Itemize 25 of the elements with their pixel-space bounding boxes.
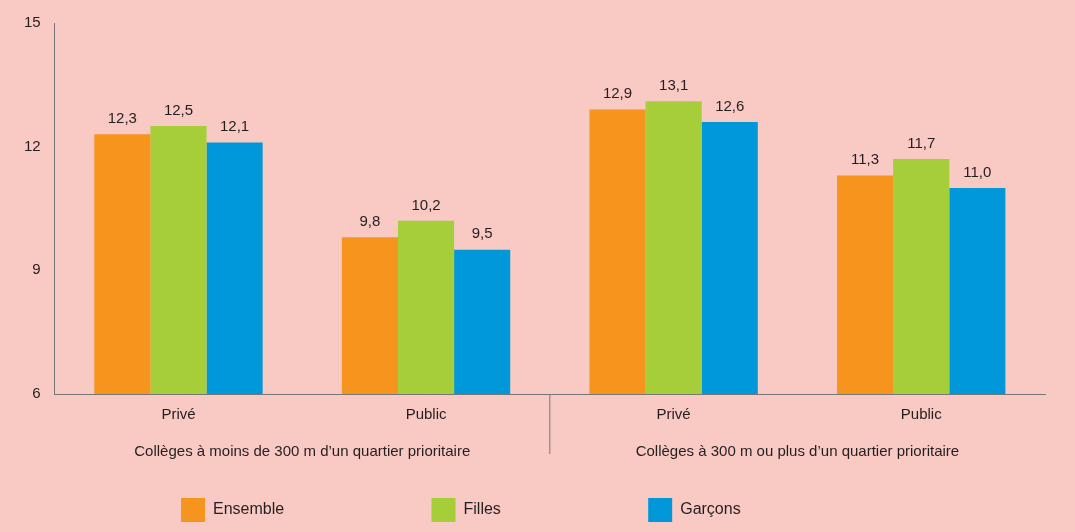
y-tick-label: 15	[24, 13, 41, 31]
text: Collèges à moins de 300 m d’un quartier prioritaire	[134, 442, 471, 460]
legend-label: Filles	[463, 500, 635, 518]
data-label: 11,0	[963, 162, 992, 180]
x-tick-label: Privé	[161, 405, 196, 423]
data-label: 12,5	[163, 100, 194, 118]
data-label: 9,5	[471, 224, 493, 242]
x-tick-label: Privé	[656, 405, 691, 423]
data-label: 11,3	[851, 150, 880, 168]
x-tick-label: Public	[900, 405, 943, 423]
data-label: 12,9	[602, 84, 633, 102]
data-label: 12,3	[107, 108, 137, 126]
data-label: 9,8	[359, 212, 381, 229]
legend-label: Ensemble	[212, 500, 418, 518]
data-label: 12,6	[715, 96, 745, 114]
data-label: 11,7	[907, 133, 936, 151]
legend-label: Garçons	[680, 500, 875, 518]
text: Collèges à 300 m ou plus d’un quartier prioritaire	[635, 442, 960, 460]
data-label: 13,1	[659, 75, 689, 93]
data-label: 10,2	[411, 195, 441, 213]
y-tick-label: 9	[32, 260, 41, 278]
y-tick-label: 6	[32, 384, 41, 402]
y-tick-label: 12	[24, 136, 41, 154]
data-label: 12,1	[219, 117, 250, 135]
x-tick-label: Public	[405, 405, 447, 423]
